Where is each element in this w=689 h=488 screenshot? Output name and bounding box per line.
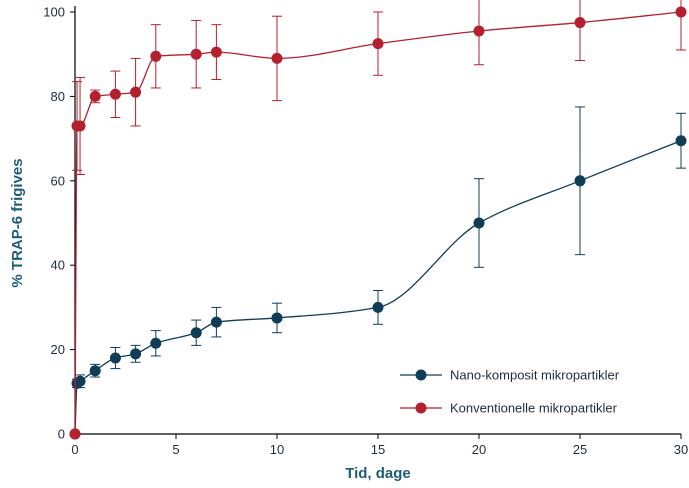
data-point: [130, 86, 142, 98]
legend-item-1: Nano-komposit mikropartikler: [400, 368, 620, 383]
x-tick-label: 5: [172, 442, 179, 457]
series-line: [74, 140, 682, 435]
legend-label: Konventionelle mikropartikler: [450, 401, 618, 416]
legend-swatch-marker: [415, 402, 427, 414]
legend-swatch-marker: [415, 369, 427, 381]
data-point: [675, 135, 687, 147]
y-tick-label: 80: [51, 89, 65, 104]
legend-item-2: Konventionelle mikropartikler: [400, 401, 618, 416]
error-bar: [575, 0, 585, 62]
data-point: [372, 38, 384, 50]
data-point: [190, 48, 202, 60]
legend-label: Nano-komposit mikropartikler: [450, 368, 620, 383]
data-point: [210, 46, 222, 58]
x-tick-label: 10: [270, 442, 284, 457]
chart-series: [69, 0, 687, 440]
data-point: [271, 52, 283, 64]
data-point: [109, 88, 121, 100]
data-point: [473, 25, 485, 37]
data-point: [130, 348, 142, 360]
data-point: [150, 337, 162, 349]
y-tick-label: 100: [43, 5, 65, 20]
series-1: [69, 106, 687, 440]
data-point: [372, 301, 384, 313]
data-point: [271, 312, 283, 324]
x-tick-label: 30: [674, 442, 688, 457]
data-point: [69, 428, 81, 440]
chart-legend: Nano-komposit mikropartikler Konventionel…: [400, 368, 620, 416]
x-axis-title: Tid, dage: [345, 465, 411, 482]
data-point: [89, 365, 101, 377]
data-point: [210, 316, 222, 328]
y-tick-label: 20: [51, 342, 65, 357]
x-tick-label: 20: [472, 442, 486, 457]
y-axis-title: % TRAP-6 frigives: [9, 158, 26, 287]
y-tick-label: 60: [51, 173, 65, 188]
data-point: [89, 90, 101, 102]
data-point: [150, 50, 162, 62]
data-point: [574, 175, 586, 187]
x-tick-label: 15: [371, 442, 385, 457]
data-point: [109, 352, 121, 364]
data-point: [574, 17, 586, 29]
data-point: [74, 120, 86, 132]
series-2: [69, 0, 687, 440]
data-point: [473, 217, 485, 229]
data-point: [74, 375, 86, 387]
x-tick-label: 0: [71, 442, 78, 457]
data-point: [675, 6, 687, 18]
data-point: [190, 327, 202, 339]
chart-ticks: 0 5 10 15 20 25 30 0 20 40 60 80 100: [43, 5, 688, 458]
y-tick-label: 40: [51, 258, 65, 273]
y-tick-label: 0: [58, 427, 65, 442]
x-tick-label: 25: [573, 442, 587, 457]
